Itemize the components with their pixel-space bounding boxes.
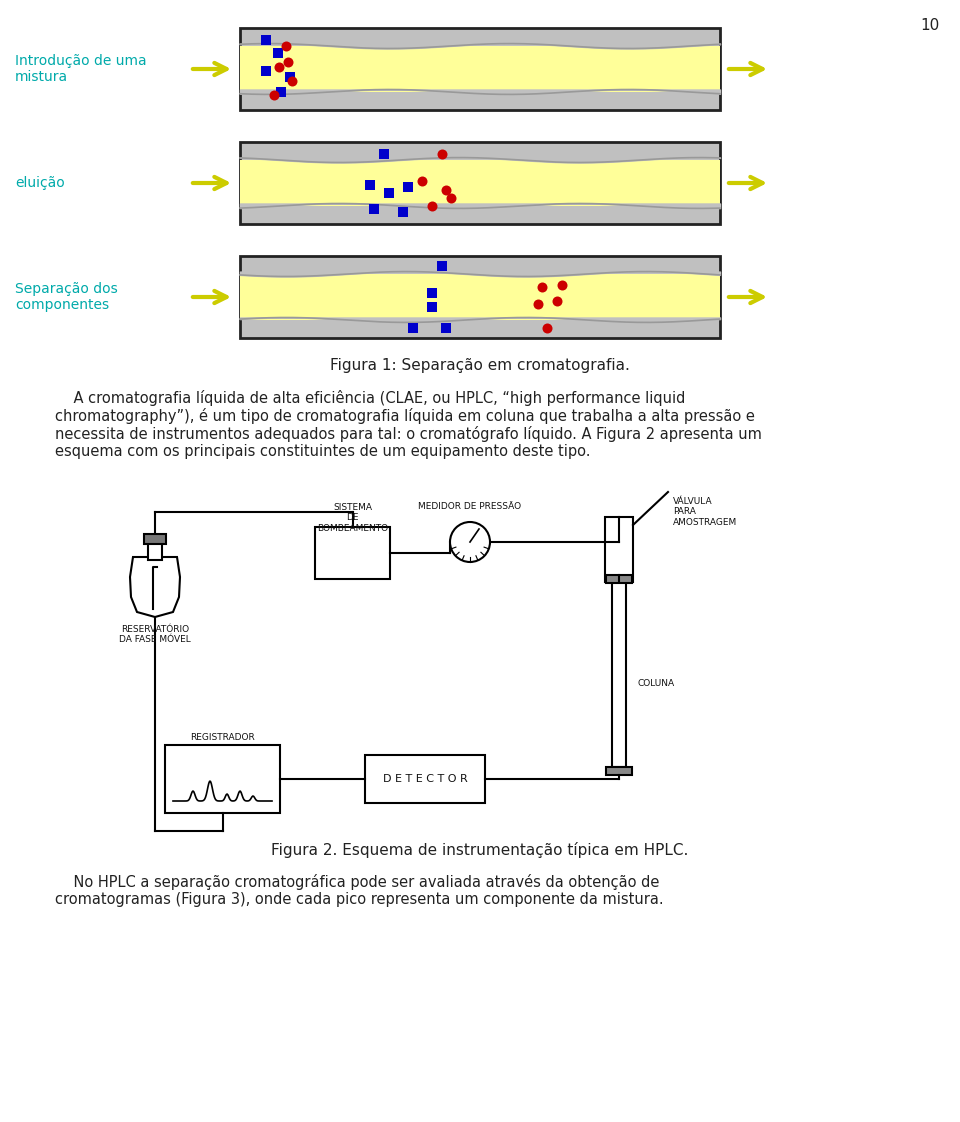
Text: esquema com os principais constituintes de um equipamento deste tipo.: esquema com os principais constituintes … (55, 444, 590, 459)
Point (535, 278, 550, 296)
Point (540, 319, 555, 337)
Text: A cromatografia líquida de alta eficiência (CLAE, ou HPLC, “high performance liq: A cromatografia líquida de alta eficiênc… (55, 390, 685, 406)
Point (549, 292, 564, 310)
Bar (165, 745, 280, 813)
Text: VÁLVULA
PARA
AMOSTRAGEM: VÁLVULA PARA AMOSTRAGEM (673, 497, 737, 527)
Text: Separação dos
componentes: Separação dos componentes (15, 282, 118, 312)
Point (284, 72, 300, 90)
Point (444, 188, 459, 206)
Bar (365, 755, 485, 803)
Point (405, 319, 420, 337)
Bar (612, 582, 626, 767)
Point (278, 37, 294, 55)
Bar (240, 160, 720, 206)
Bar (144, 534, 166, 544)
Bar (240, 142, 720, 224)
Text: necessita de instrumentos adequados para tal: o cromatógrafo líquido. A Figura 2: necessita de instrumentos adequados para… (55, 426, 762, 442)
Circle shape (450, 522, 490, 562)
Point (424, 284, 440, 302)
Text: 10: 10 (921, 18, 940, 33)
Point (439, 181, 454, 199)
Point (530, 295, 545, 313)
Bar (240, 28, 720, 110)
Bar (240, 274, 720, 320)
Bar (315, 527, 390, 579)
Text: SISTEMA
DE
BOMBEAMENTO: SISTEMA DE BOMBEAMENTO (317, 503, 388, 533)
Point (396, 203, 411, 221)
Text: D E T E C T O R: D E T E C T O R (383, 774, 468, 784)
Point (439, 319, 454, 337)
Point (415, 173, 430, 191)
Point (381, 184, 396, 202)
Point (376, 146, 392, 164)
Text: Figura 1: Separação em cromatografia.: Figura 1: Separação em cromatografia. (330, 358, 630, 373)
Bar (606, 767, 632, 775)
Text: Introdução de uma
mistura: Introdução de uma mistura (15, 54, 147, 84)
Bar (240, 46, 720, 92)
Point (273, 83, 288, 101)
Bar (605, 517, 633, 582)
Bar (148, 542, 162, 560)
Bar (606, 574, 632, 583)
Point (434, 257, 449, 275)
Text: chromatography”), é um tipo de cromatografia líquida em coluna que trabalha a al: chromatography”), é um tipo de cromatogr… (55, 408, 755, 424)
Point (400, 178, 416, 196)
Text: REGISTRADOR: REGISTRADOR (190, 733, 254, 742)
Point (271, 44, 286, 62)
Point (280, 54, 296, 72)
Point (266, 86, 281, 104)
Text: cromatogramas (Figura 3), onde cada pico representa um componente da mistura.: cromatogramas (Figura 3), onde cada pico… (55, 892, 663, 907)
Polygon shape (130, 557, 180, 617)
Text: RESERVATÓRIO
DA FASE MÓVEL: RESERVATÓRIO DA FASE MÓVEL (119, 625, 191, 644)
Text: eluição: eluição (15, 176, 64, 190)
Bar (240, 256, 720, 338)
Point (362, 176, 377, 194)
Text: No HPLC a separação cromatográfica pode ser avaliada através da obtenção de: No HPLC a separação cromatográfica pode … (55, 874, 660, 890)
Point (258, 62, 275, 80)
Point (282, 68, 298, 86)
Text: Figura 2. Esquema de instrumentação típica em HPLC.: Figura 2. Esquema de instrumentação típi… (272, 842, 688, 858)
Point (424, 197, 440, 215)
Point (258, 31, 275, 49)
Point (424, 297, 440, 315)
Point (272, 58, 287, 76)
Text: COLUNA: COLUNA (638, 679, 675, 688)
Point (434, 146, 449, 164)
Point (554, 276, 569, 294)
Text: MEDIDOR DE PRESSÃO: MEDIDOR DE PRESSÃO (419, 502, 521, 511)
Point (367, 200, 382, 218)
